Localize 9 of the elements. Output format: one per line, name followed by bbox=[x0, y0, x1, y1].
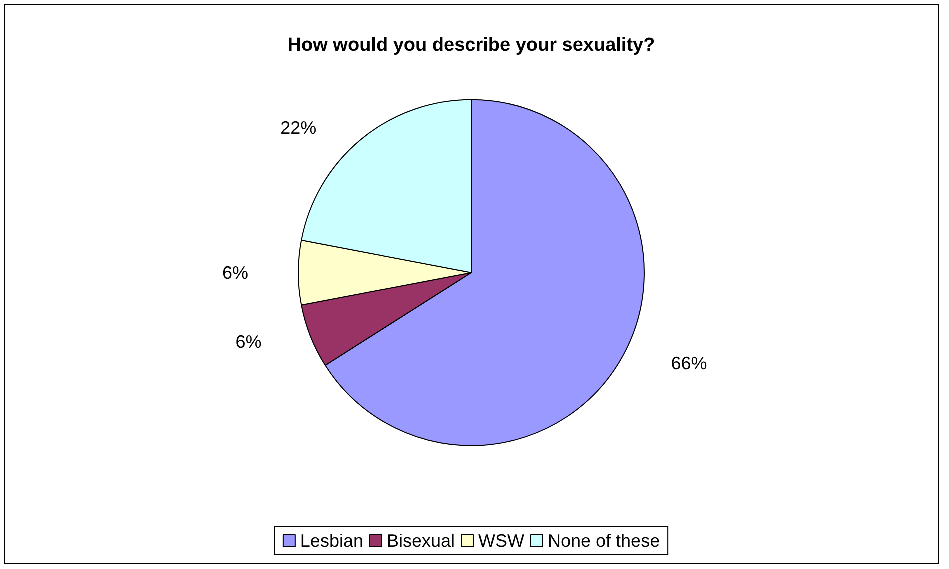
data-label: 66% bbox=[671, 353, 708, 374]
legend-label: None of these bbox=[548, 531, 660, 551]
legend-label: Lesbian bbox=[300, 531, 364, 551]
legend-label: WSW bbox=[478, 531, 525, 551]
data-label: 6% bbox=[236, 332, 262, 352]
data-label: 6% bbox=[222, 262, 249, 283]
data-label: 22% bbox=[280, 118, 317, 138]
legend-label: Bisexual bbox=[386, 531, 456, 551]
chart-title: How would you describe your sexuality? bbox=[288, 35, 656, 56]
